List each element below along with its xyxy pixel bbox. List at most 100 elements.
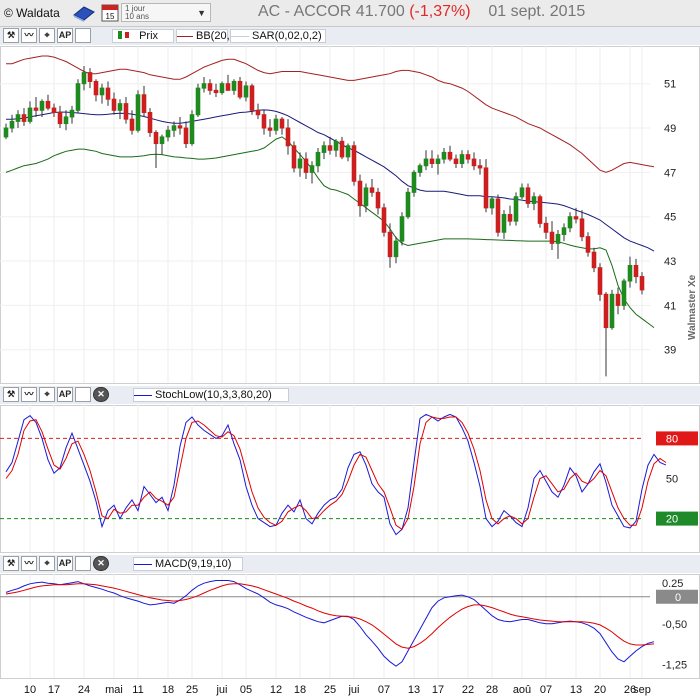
legend-stoch[interactable]: StochLow(10,3,3,80,20) — [133, 388, 289, 402]
line-chart-icon[interactable]: 〰 — [21, 556, 37, 571]
line-chart-icon[interactable]: 〰 — [21, 387, 37, 402]
macd-y-tick-label: -1,25 — [662, 659, 687, 671]
candle-body — [489, 198, 495, 209]
bb-mid-line — [6, 109, 655, 252]
candle — [627, 256, 633, 288]
candle-body — [411, 171, 417, 193]
x-tick-label: 13 — [570, 684, 582, 696]
candle — [111, 92, 117, 115]
candle — [381, 203, 387, 237]
candle-body — [249, 85, 255, 111]
candle-body — [303, 158, 309, 173]
candle-icon — [118, 31, 129, 39]
legend-prix[interactable]: Prix — [112, 29, 174, 43]
compass-icon[interactable]: ⌖ — [39, 28, 55, 43]
candle — [279, 116, 285, 135]
compass-icon[interactable]: ⌖ — [39, 387, 55, 402]
close-icon[interactable]: ✕ — [93, 387, 109, 402]
candle-body — [519, 187, 525, 198]
candle-body — [387, 231, 393, 258]
legend-macd-swatch — [134, 563, 152, 565]
candle-body — [141, 94, 147, 114]
close-icon[interactable]: ✕ — [93, 556, 109, 571]
bollinger-bands — [5, 55, 655, 329]
ap-icon[interactable]: AP — [57, 556, 73, 571]
panel-frame — [0, 574, 700, 679]
candle-body — [447, 151, 453, 160]
candle-body — [207, 83, 213, 91]
macd-zero-label: 0 — [675, 592, 681, 604]
candle — [597, 263, 603, 301]
candle-body — [105, 87, 111, 100]
calendar-icon[interactable]: 15 — [101, 3, 119, 22]
grid-lines — [0, 46, 700, 679]
candle — [561, 223, 567, 242]
legend-bb[interactable]: BB(20,2) — [176, 29, 239, 43]
candle — [123, 96, 129, 124]
wrench-icon[interactable]: ⚒ — [3, 387, 19, 402]
ap-icon[interactable]: AP — [57, 28, 73, 43]
x-tick-label: 18 — [162, 684, 174, 696]
x-tick-label: 25 — [186, 684, 198, 696]
candle — [321, 141, 327, 160]
candle-body — [3, 127, 9, 138]
candle — [135, 90, 141, 133]
candle — [633, 258, 639, 284]
candle-body — [555, 233, 561, 244]
candle-body — [27, 107, 33, 122]
candle-body — [21, 114, 27, 122]
x-tick-label: 05 — [240, 684, 252, 696]
candle-body — [483, 167, 489, 209]
stoch-y-tick-label: 80 — [666, 433, 678, 445]
candle-body — [381, 207, 387, 233]
candle — [63, 110, 69, 131]
blank-icon[interactable] — [75, 556, 91, 571]
candle-body — [171, 125, 177, 131]
ap-icon[interactable]: AP — [57, 387, 73, 402]
candle — [75, 79, 81, 113]
x-tick-label: 10 — [24, 684, 36, 696]
candle — [507, 205, 513, 226]
candle-body — [639, 276, 645, 291]
candle — [177, 116, 183, 135]
period-selector[interactable]: 1 jour 10 ans ▼ — [121, 3, 211, 22]
candle-body — [435, 158, 441, 165]
price-toolbar: ⚒ 〰 ⌖ AP Prix BB(20,2) SAR(0,02,0,2) — [0, 27, 700, 45]
legend-sar[interactable]: SAR(0,02,0,2) — [230, 29, 326, 43]
wrench-icon[interactable]: ⚒ — [3, 556, 19, 571]
macd-y-tick-label: 0.25 — [662, 578, 683, 590]
legend-bb-swatch — [177, 35, 193, 37]
candle-body — [459, 154, 465, 165]
candle — [309, 161, 315, 184]
candle-body — [279, 118, 285, 129]
line-chart-icon[interactable]: 〰 — [21, 28, 37, 43]
candle — [21, 108, 27, 126]
candle-body — [87, 72, 93, 82]
candle — [201, 77, 207, 93]
candle-body — [285, 127, 291, 147]
x-tick-label: jui — [215, 684, 227, 696]
candle-body — [423, 158, 429, 167]
candle — [213, 83, 219, 97]
wrench-icon[interactable]: ⚒ — [3, 28, 19, 43]
legend-macd[interactable]: MACD(9,19,10) — [133, 557, 243, 571]
blank-icon[interactable] — [75, 387, 91, 402]
candle — [477, 159, 483, 175]
candle-body — [627, 264, 633, 282]
price-y-tick-label: 49 — [664, 123, 676, 135]
candle — [255, 103, 261, 120]
candle-body — [9, 120, 15, 129]
book-icon[interactable] — [72, 3, 96, 23]
candle — [513, 192, 519, 226]
candle — [69, 105, 75, 124]
candle-body — [117, 103, 123, 111]
candle — [471, 152, 477, 171]
candle-body — [93, 80, 99, 96]
candle-body — [501, 214, 507, 233]
blank-icon[interactable] — [75, 28, 91, 43]
candle-body — [567, 216, 573, 229]
x-tick-label: 28 — [486, 684, 498, 696]
compass-icon[interactable]: ⌖ — [39, 556, 55, 571]
candle-body — [537, 196, 543, 224]
candle-body — [309, 165, 315, 173]
